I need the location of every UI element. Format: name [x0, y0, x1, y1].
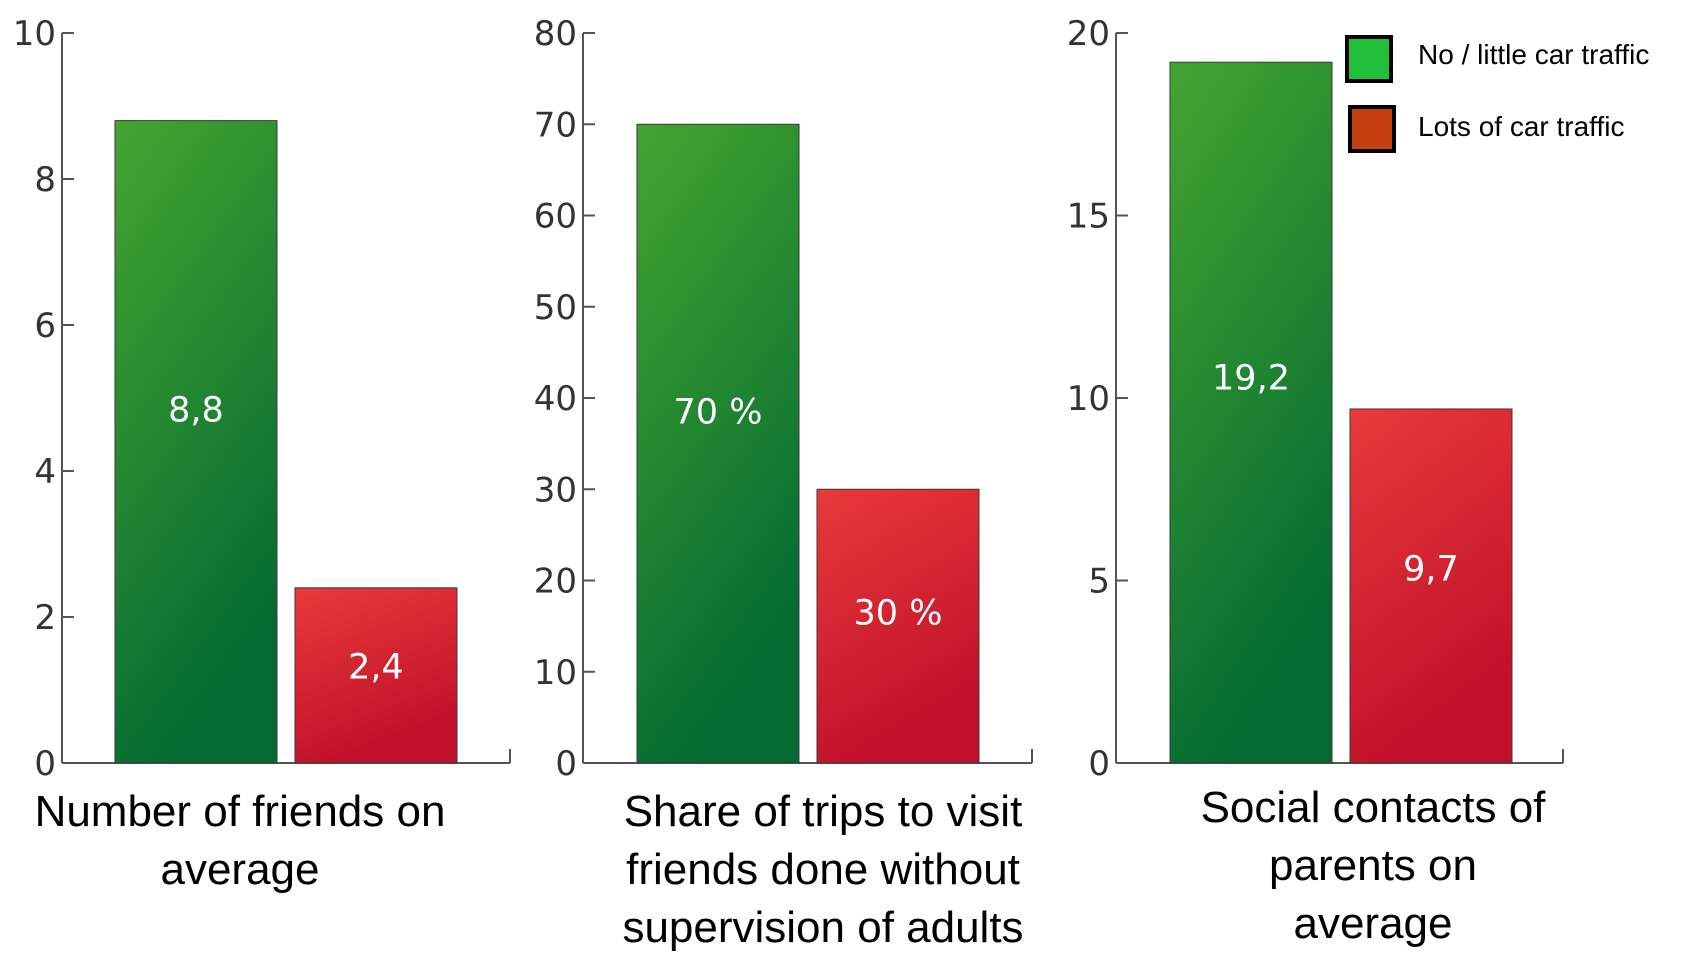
chart-panels: 0 2 4 6 8 10 8,8 2,4 Number of friends on average… — [13, 14, 1564, 952]
value-label-lots-traffic: 30 % — [854, 593, 943, 633]
y-tick-label: 80 — [534, 14, 577, 54]
value-label-lots-traffic: 2,4 — [348, 648, 404, 688]
bar-little-traffic — [1169, 61, 1333, 764]
chart-caption-line: friends done without — [626, 845, 1020, 894]
legend-label-lots-traffic: Lots of car traffic — [1418, 111, 1624, 142]
y-tick-label: 10 — [1067, 379, 1110, 419]
legend-label-little-traffic: No / little car traffic — [1418, 39, 1649, 70]
bar-lots-traffic — [1349, 408, 1513, 764]
legend-swatch-red — [1348, 105, 1396, 153]
y-tick-label: 15 — [1067, 197, 1110, 237]
bar-lots-traffic — [294, 587, 458, 764]
chart-caption-line: average — [1293, 899, 1452, 948]
value-label-lots-traffic: 9,7 — [1403, 549, 1459, 589]
value-label-little-traffic: 70 % — [674, 393, 763, 433]
y-tick-label: 0 — [34, 744, 56, 784]
chart-panel-2: 0 10 20 30 40 50 60 70 80 70 % 30 % Share of trips … — [534, 14, 1033, 952]
y-tick-label: 8 — [34, 160, 56, 200]
y-tick-label: 5 — [1088, 562, 1110, 602]
bar-lots-traffic — [816, 488, 980, 764]
y-tick-label: 10 — [534, 653, 577, 693]
chart-caption-line: parents on — [1269, 841, 1477, 890]
bar-little-traffic — [636, 123, 800, 764]
legend-item-little-traffic: No / little car traffic — [1345, 35, 1649, 83]
chart-panel-1: 0 2 4 6 8 10 8,8 2,4 Number of friends on average — [13, 14, 511, 894]
y-tick-label: 20 — [1067, 14, 1110, 54]
value-label-little-traffic: 19,2 — [1212, 359, 1290, 399]
y-tick-label: 0 — [555, 744, 577, 784]
y-tick-label: 20 — [534, 562, 577, 602]
chart-caption-line: average — [160, 845, 319, 894]
value-label-little-traffic: 8,8 — [168, 391, 224, 431]
y-tick-label: 70 — [534, 105, 577, 145]
chart-panel-3: 0 5 10 15 20 19,2 9,7 Social contacts of parents… — [1067, 14, 1564, 948]
legend-swatch-green — [1345, 35, 1393, 83]
y-tick-label: 0 — [1088, 744, 1110, 784]
chart-caption-line: Social contacts of — [1201, 783, 1547, 832]
y-tick-label: 2 — [34, 598, 56, 638]
legend: No / little car traffic Lots of car traf… — [1345, 35, 1649, 153]
chart-caption-line: Share of trips to visit — [624, 787, 1023, 836]
bar-little-traffic — [114, 120, 278, 764]
y-tick-label: 60 — [534, 197, 577, 237]
y-tick-label: 4 — [34, 452, 56, 492]
y-tick-label: 6 — [34, 306, 56, 346]
y-tick-label: 30 — [534, 470, 577, 510]
y-tick-label: 40 — [534, 379, 577, 419]
y-tick-label: 10 — [13, 14, 56, 54]
legend-item-lots-traffic: Lots of car traffic — [1348, 105, 1624, 153]
chart-caption-line: Number of friends on — [35, 787, 446, 836]
chart-caption-line: supervision of adults — [622, 903, 1023, 952]
y-tick-label: 50 — [534, 288, 577, 328]
